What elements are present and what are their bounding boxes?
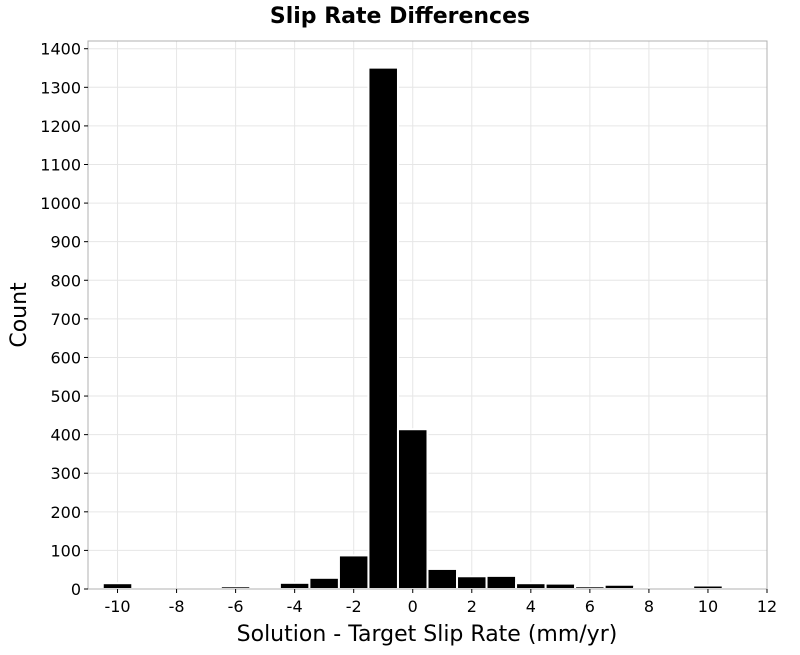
- histogram-bar: [456, 575, 488, 590]
- histogram-bar: [337, 554, 370, 590]
- histogram-bar: [692, 584, 724, 590]
- y-tick-label: 1400: [40, 40, 81, 59]
- y-tick-label: 200: [50, 503, 81, 522]
- y-tick-label: 300: [50, 464, 81, 483]
- y-axis-label: Count: [7, 282, 32, 348]
- x-tick-label: 12: [757, 597, 777, 616]
- y-tick-label: 1100: [40, 155, 81, 174]
- ticks-layer: 0100200300400500600700800900100011001200…: [40, 40, 777, 616]
- histogram-bar: [367, 66, 399, 590]
- histogram-bar: [515, 582, 547, 590]
- x-tick-label: -6: [228, 597, 244, 616]
- y-tick-label: 600: [50, 348, 81, 367]
- y-tick-label: 900: [50, 233, 81, 252]
- x-tick-label: -10: [104, 597, 130, 616]
- x-tick-label: 6: [585, 597, 595, 616]
- plot-frame: [87, 40, 768, 590]
- y-tick-label: 500: [50, 387, 81, 406]
- x-tick-label: 2: [467, 597, 477, 616]
- bars-layer: [101, 66, 724, 591]
- y-tick-label: 800: [50, 271, 81, 290]
- x-tick-label: -8: [169, 597, 185, 616]
- histogram-bar: [278, 581, 311, 591]
- x-tick-label: 0: [408, 597, 418, 616]
- y-tick-label: 1200: [40, 117, 81, 136]
- histogram-bar: [396, 428, 429, 590]
- y-tick-label: 100: [50, 541, 81, 560]
- x-tick-label: -2: [346, 597, 362, 616]
- y-tick-label: 0: [71, 580, 81, 599]
- histogram-bar: [544, 582, 577, 590]
- x-tick-label: 4: [526, 597, 536, 616]
- histogram-bar: [603, 583, 636, 591]
- x-tick-label: 8: [644, 597, 654, 616]
- y-tick-label: 400: [50, 426, 81, 445]
- y-tick-label: 1000: [40, 194, 81, 213]
- x-tick-label: 10: [698, 597, 718, 616]
- histogram-bar: [426, 567, 459, 590]
- grid-layer: [88, 41, 768, 590]
- y-tick-label: 700: [50, 310, 81, 329]
- x-tick-label: -4: [287, 597, 303, 616]
- histogram-bar: [485, 574, 518, 590]
- x-axis-label: Solution - Target Slip Rate (mm/yr): [237, 622, 618, 647]
- histogram-bar: [101, 582, 134, 590]
- histogram-bar: [308, 576, 340, 591]
- y-tick-label: 1300: [40, 78, 81, 97]
- chart-title: Slip Rate Differences: [270, 4, 530, 29]
